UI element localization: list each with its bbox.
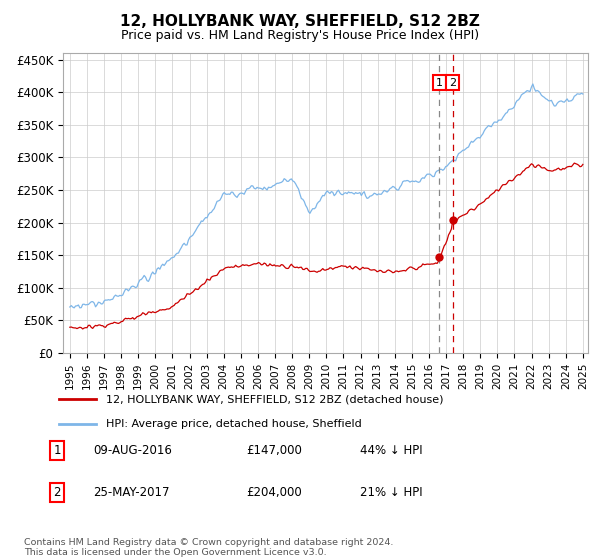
Text: £204,000: £204,000 [246, 486, 302, 500]
Text: £147,000: £147,000 [246, 444, 302, 458]
Text: 25-MAY-2017: 25-MAY-2017 [93, 486, 170, 500]
Text: 2: 2 [53, 486, 61, 500]
Text: Price paid vs. HM Land Registry's House Price Index (HPI): Price paid vs. HM Land Registry's House … [121, 29, 479, 42]
Text: 09-AUG-2016: 09-AUG-2016 [93, 444, 172, 458]
Text: HPI: Average price, detached house, Sheffield: HPI: Average price, detached house, Shef… [106, 419, 362, 429]
Text: Contains HM Land Registry data © Crown copyright and database right 2024.
This d: Contains HM Land Registry data © Crown c… [24, 538, 394, 557]
Text: 44% ↓ HPI: 44% ↓ HPI [360, 444, 422, 458]
Text: 21% ↓ HPI: 21% ↓ HPI [360, 486, 422, 500]
Text: 12, HOLLYBANK WAY, SHEFFIELD, S12 2BZ: 12, HOLLYBANK WAY, SHEFFIELD, S12 2BZ [120, 14, 480, 29]
Text: 12, HOLLYBANK WAY, SHEFFIELD, S12 2BZ (detached house): 12, HOLLYBANK WAY, SHEFFIELD, S12 2BZ (d… [106, 394, 443, 404]
Text: 2: 2 [449, 77, 456, 87]
Text: 1: 1 [53, 444, 61, 458]
Text: 1: 1 [436, 77, 443, 87]
